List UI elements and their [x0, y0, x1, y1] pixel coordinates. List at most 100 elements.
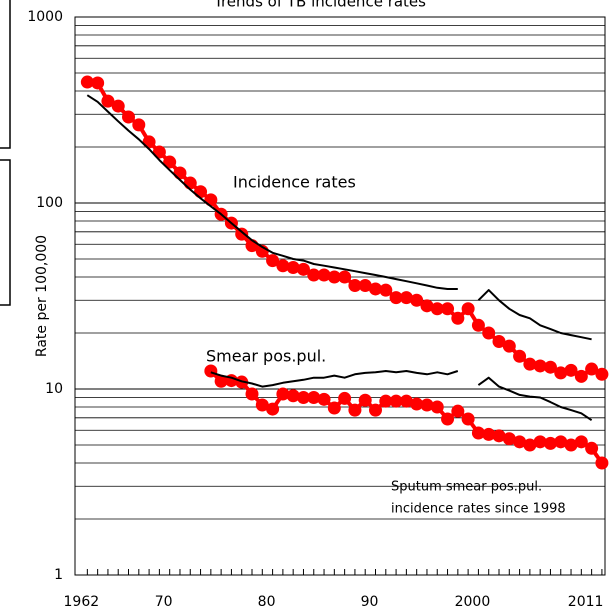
data-point [307, 268, 321, 282]
data-point [574, 435, 588, 449]
data-point [513, 349, 527, 363]
data-point [471, 426, 485, 440]
data-point [451, 404, 465, 418]
data-point [235, 227, 249, 241]
data-point [430, 302, 444, 316]
annotation: Sputum smear pos.pul. [391, 480, 542, 495]
data-point [379, 283, 393, 297]
data-point [533, 435, 547, 449]
data-point [266, 402, 280, 416]
plot-frame [74, 16, 606, 576]
chart-title: Trends of TB incidence rates [213, 0, 426, 11]
y-tick-label: 1000 [27, 9, 63, 25]
data-point [379, 394, 393, 408]
data-point [410, 397, 424, 411]
data-point [296, 262, 310, 276]
x-tick-label: 90 [361, 594, 379, 610]
data-point [523, 357, 537, 371]
data-point [80, 75, 94, 89]
data-point [307, 391, 321, 405]
data-point [348, 279, 362, 293]
data-point [585, 362, 599, 376]
data-point [327, 270, 341, 284]
data-point [111, 99, 125, 113]
data-point [461, 302, 475, 316]
data-point [564, 438, 578, 452]
x-tick-label: 2000 [455, 594, 491, 610]
data-point [420, 398, 434, 412]
data-point [389, 291, 403, 305]
data-point [91, 76, 105, 90]
data-point [399, 291, 413, 305]
data-point [317, 392, 331, 406]
data-point [266, 254, 280, 268]
data-point [482, 427, 496, 441]
data-point [554, 435, 568, 449]
data-point [523, 438, 537, 452]
data-point [338, 391, 352, 405]
data-point [369, 403, 383, 417]
data-point [461, 412, 475, 426]
data-point [492, 429, 506, 443]
data-point [276, 259, 290, 273]
data-point [502, 339, 516, 353]
y-tick-label: 10 [45, 381, 63, 397]
annotation: incidence rates since 1998 [391, 502, 566, 517]
data-point [574, 369, 588, 383]
data-point [348, 403, 362, 417]
data-point [358, 393, 372, 407]
data-point [502, 432, 516, 446]
data-point [554, 366, 568, 380]
data-point [132, 118, 146, 132]
data-point [533, 359, 547, 373]
data-point [441, 302, 455, 316]
data-point [492, 335, 506, 349]
data-point [358, 279, 372, 293]
data-point [296, 391, 310, 405]
data-point [163, 155, 177, 169]
data-point [173, 166, 187, 180]
data-point [214, 374, 228, 388]
data-point [564, 363, 578, 377]
y-tick-label: 100 [36, 195, 63, 211]
data-point [595, 367, 609, 381]
data-point [389, 394, 403, 408]
x-tick-label: 80 [258, 594, 276, 610]
data-point [441, 412, 455, 426]
data-point [585, 441, 599, 455]
data-point [471, 318, 485, 332]
data-point [286, 389, 300, 403]
data-point [430, 400, 444, 414]
annotation: Incidence rates [233, 173, 356, 192]
x-tick-label: 70 [155, 594, 173, 610]
data-point [595, 456, 609, 470]
data-point [482, 326, 496, 340]
data-point [369, 282, 383, 296]
data-point [276, 387, 290, 401]
data-point [122, 110, 136, 124]
x-tick-label: 1962 [64, 594, 100, 610]
x-tick-label: 2011 [568, 594, 604, 610]
data-point [543, 360, 557, 374]
data-point [245, 387, 259, 401]
data-point [543, 436, 557, 450]
data-point [338, 270, 352, 284]
data-point [317, 268, 331, 282]
reference-line [210, 370, 593, 422]
data-point [101, 94, 115, 108]
data-point [183, 176, 197, 190]
data-point [410, 293, 424, 307]
y-tick-label: 1 [54, 567, 63, 583]
y-axis-label: Rate per 100,000 [34, 235, 50, 357]
data-point [399, 394, 413, 408]
data-point [420, 299, 434, 313]
data-point [204, 364, 218, 378]
data-point [204, 193, 218, 207]
annotation: Smear pos.pul. [206, 347, 326, 366]
reference-line [86, 94, 592, 341]
data-point [255, 398, 269, 412]
data-point [513, 435, 527, 449]
cut-off-box [0, 159, 11, 306]
